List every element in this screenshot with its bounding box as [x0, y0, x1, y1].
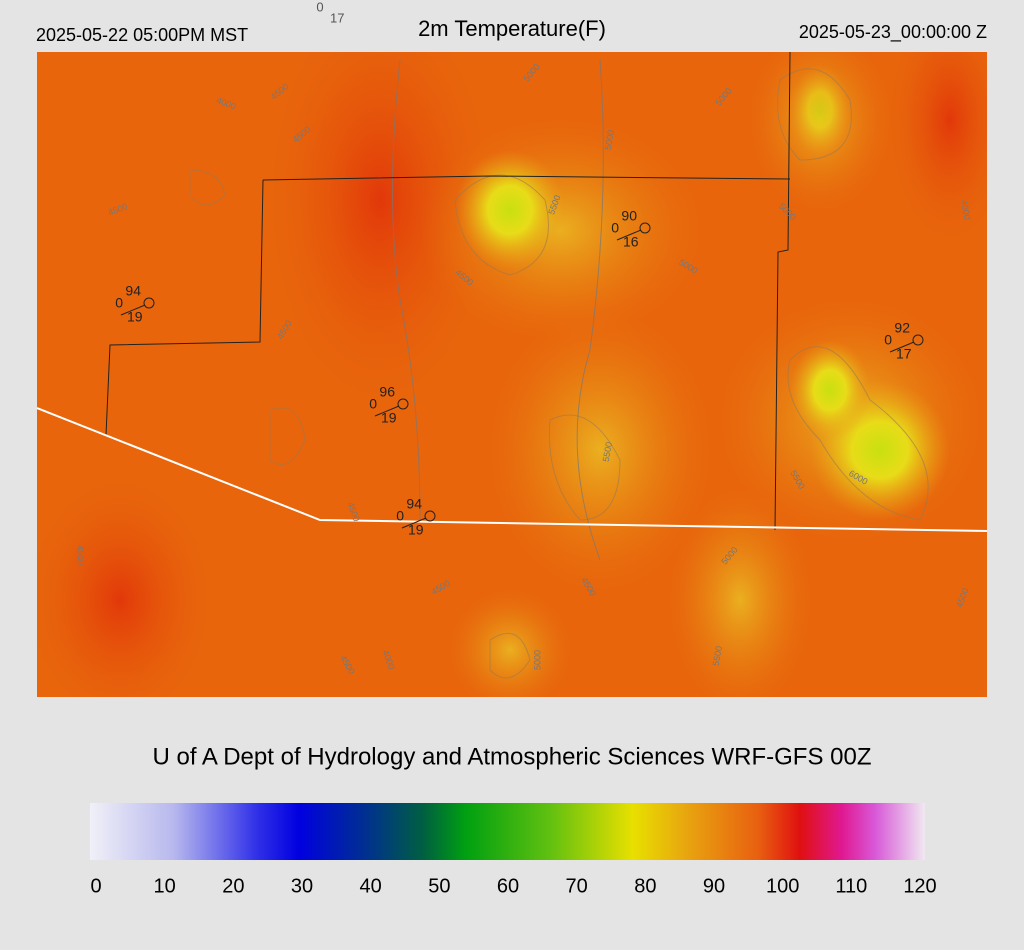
station-circle — [143, 297, 155, 309]
contour-label: 4000 — [959, 199, 972, 220]
station-circle — [397, 398, 409, 410]
colorbar-tick-label: 70 — [566, 875, 588, 897]
station-circle — [912, 334, 924, 346]
footer-credit: U of A Dept of Hydrology and Atmospheric… — [153, 743, 872, 770]
station-wind: 16 — [623, 234, 639, 250]
station-dewpoint: 0 — [115, 295, 123, 311]
station-dewpoint: 0 — [611, 220, 619, 236]
colorbar-tick-label: 60 — [497, 875, 519, 897]
valid-local-time: 2025-05-22 05:00PM MST — [36, 25, 248, 45]
chart-title: 2m Temperature(F) — [418, 16, 606, 41]
contour-label: 5500 — [601, 441, 614, 462]
station-wind: 17 — [896, 346, 912, 362]
contour-label: 5500 — [711, 645, 724, 666]
colorbar-tick-label: 80 — [634, 875, 656, 897]
station-dewpoint: 0 — [396, 508, 404, 524]
contour-label: 5000 — [603, 129, 616, 150]
station-key-wind: 17 — [330, 10, 344, 25]
wind-barb — [374, 405, 400, 417]
station-temperature: 94 — [406, 496, 422, 512]
station-temperature: 94 — [125, 283, 141, 299]
colorbar — [90, 803, 925, 860]
station-wind: 19 — [127, 309, 143, 325]
station-temperature: 92 — [894, 320, 910, 336]
colorbar-tick-label: 10 — [154, 875, 176, 897]
colorbar-ticks: 0 10 20 30 40 50 60 70 80 90 100 110 120 — [90, 860, 937, 897]
station-dewpoint: 0 — [884, 332, 892, 348]
station-key-dewpoint: 0 — [316, 0, 323, 14]
station-temperature: 96 — [379, 384, 395, 400]
colorbar-tick-label: 90 — [703, 875, 725, 897]
wind-barb — [616, 229, 642, 241]
colorbar-tick-label: 50 — [428, 875, 450, 897]
station-circle — [424, 510, 436, 522]
temperature-field — [37, 52, 987, 697]
station-wind: 19 — [408, 522, 424, 538]
colorbar-tick-label: 0 — [90, 875, 101, 897]
contour-label: 4500 — [76, 545, 86, 565]
contour-label: 5000 — [532, 650, 542, 670]
valid-utc-time: 2025-05-23_00:00:00 Z — [799, 22, 987, 43]
station-dewpoint: 0 — [369, 396, 377, 412]
station-circle — [639, 222, 651, 234]
station-wind: 19 — [381, 410, 397, 426]
colorbar-tick-label: 100 — [766, 875, 799, 897]
wind-barb — [889, 341, 915, 353]
wind-barb — [401, 517, 427, 529]
colorbar-tick-label: 40 — [360, 875, 382, 897]
colorbar-tick-label: 120 — [903, 875, 936, 897]
colorbar-tick-label: 30 — [291, 875, 313, 897]
colorbar-tick-label: 20 — [222, 875, 244, 897]
station-temperature: 90 — [621, 208, 637, 224]
wind-barb — [120, 304, 146, 316]
colorbar-tick-label: 110 — [835, 875, 867, 897]
